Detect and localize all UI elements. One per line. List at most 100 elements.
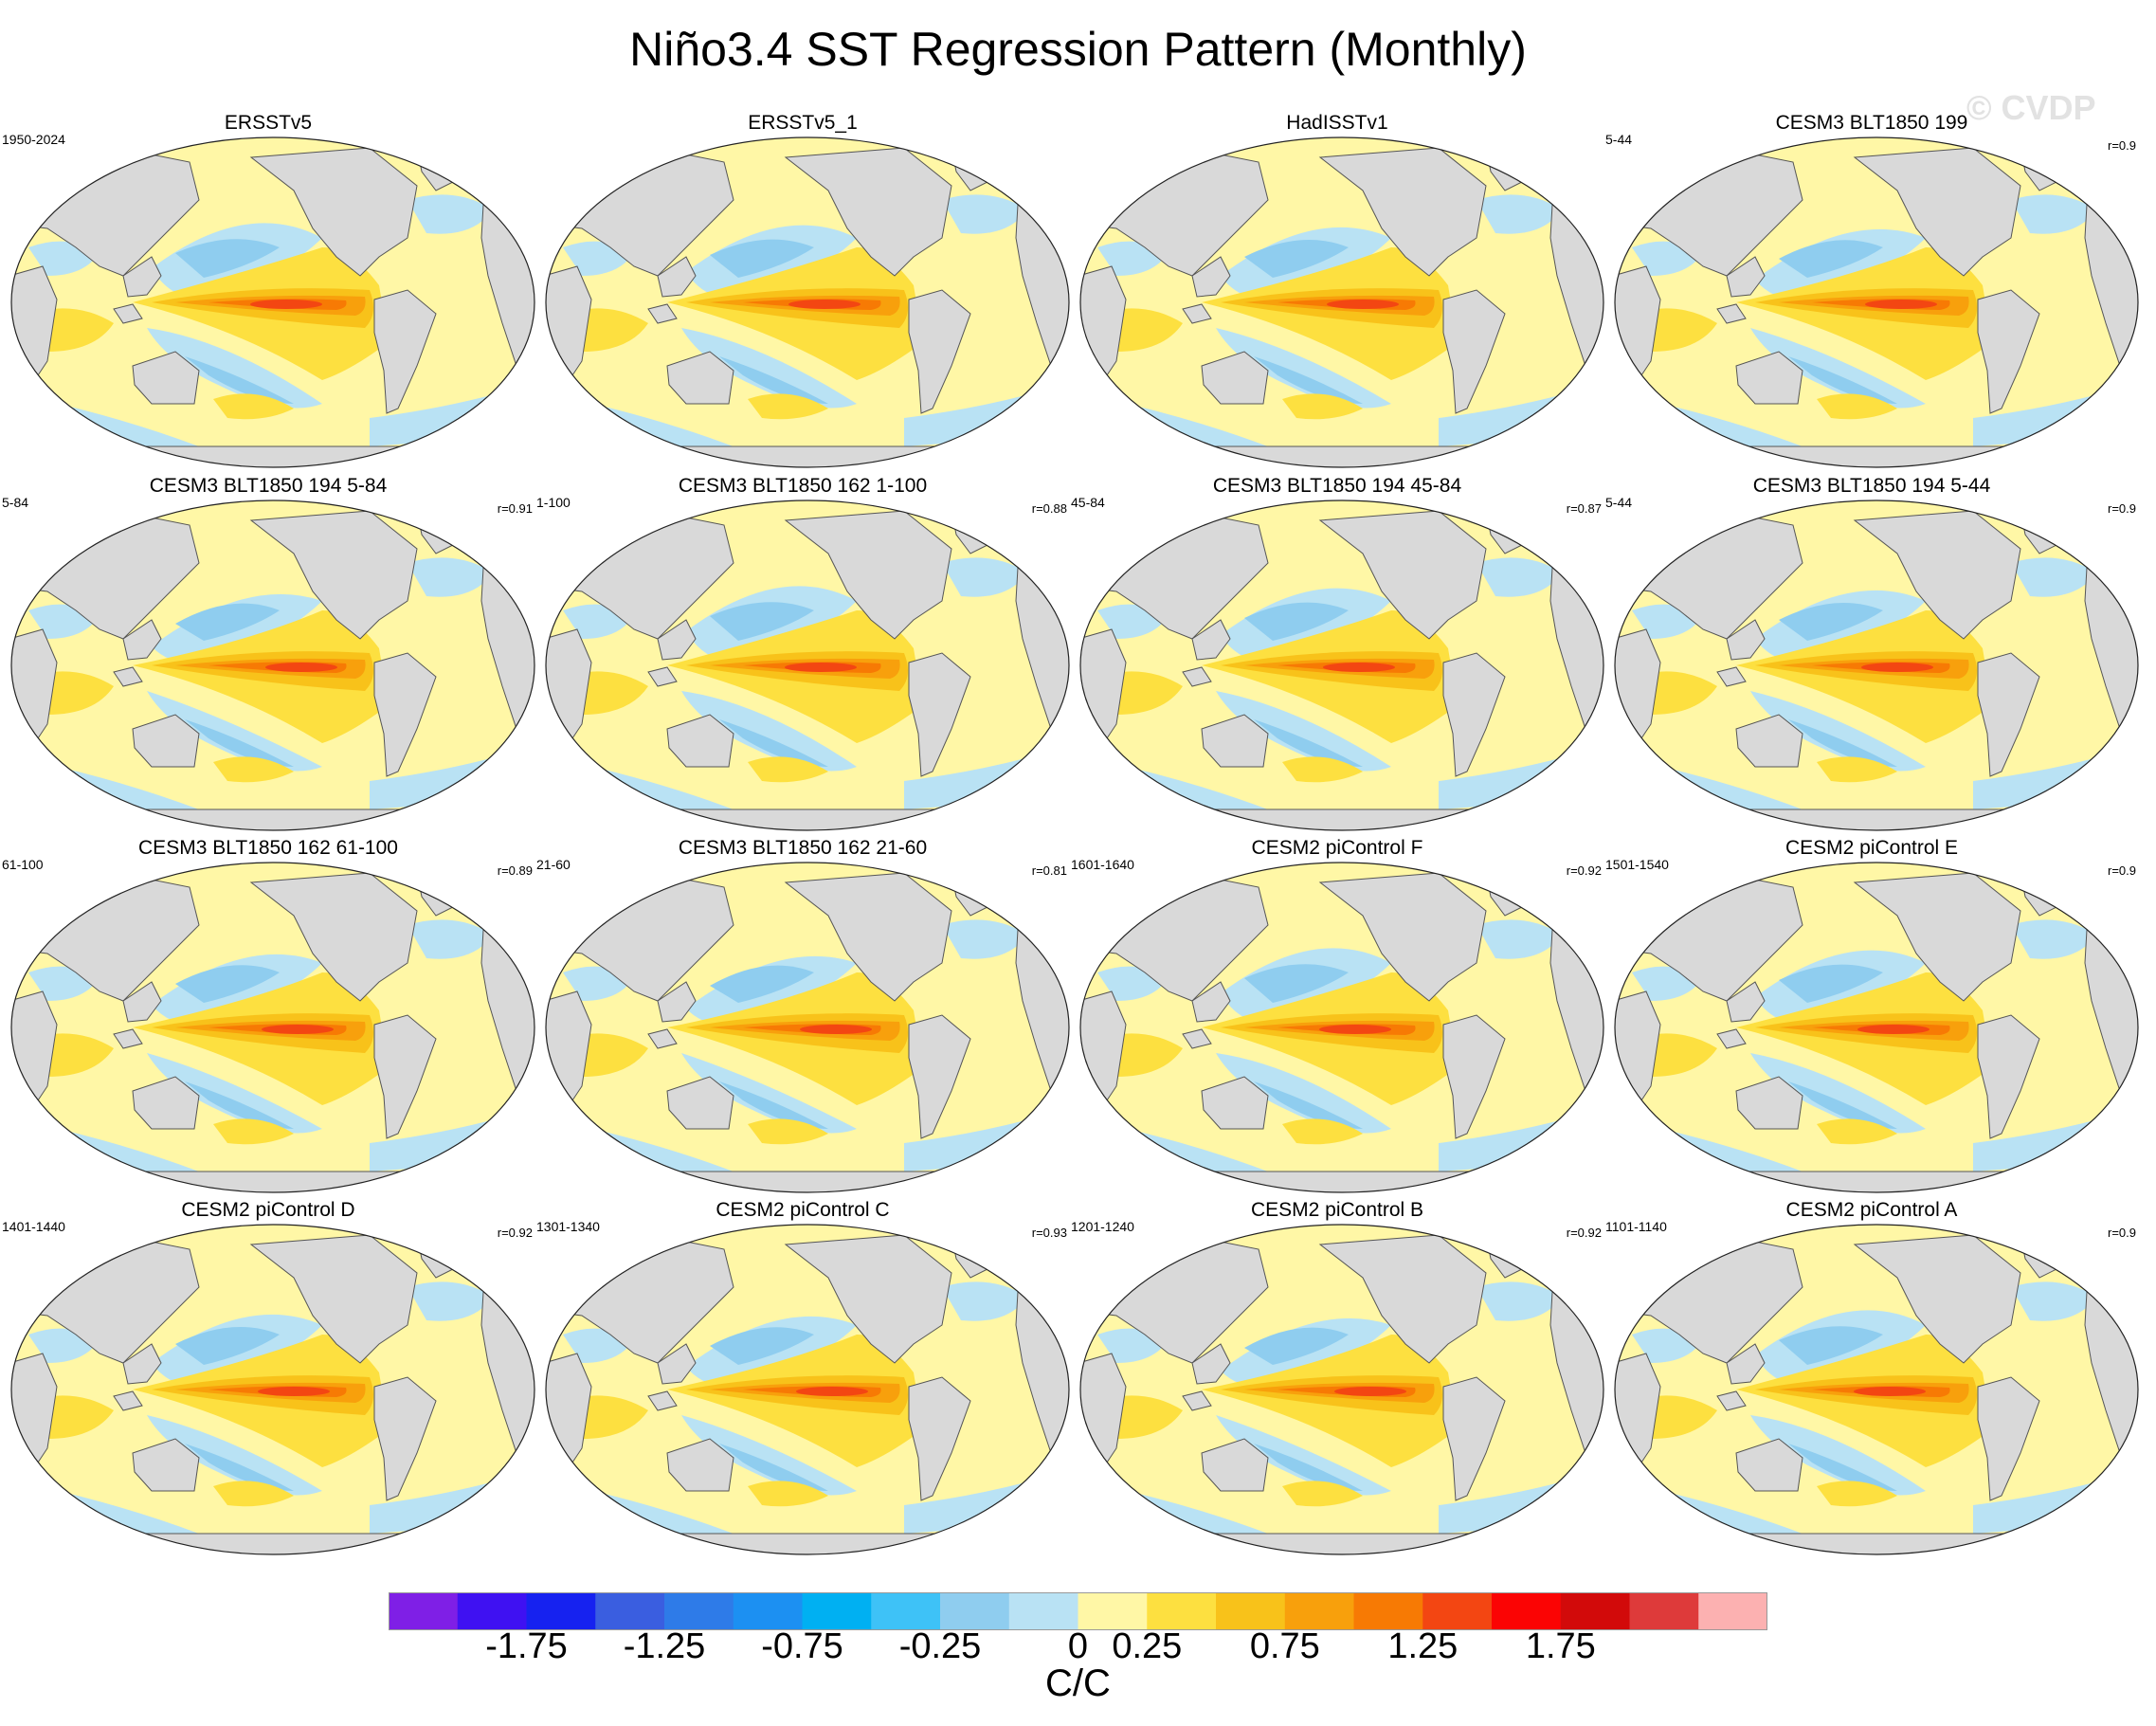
panel-pattern-correlation: r=0.87: [1566, 501, 1602, 516]
maritime-continent-land: [1716, 1028, 1747, 1049]
panel-period: 61-100: [2, 857, 44, 872]
warm-anomaly-core: [800, 1025, 872, 1034]
south-pacific-warm-patch: [213, 393, 294, 420]
north-pacific-cool-core: [175, 603, 280, 641]
panel-title: CESM2 piControl B: [1250, 1199, 1424, 1221]
south-pacific-cool-core: [1254, 356, 1363, 404]
regression-map: [1614, 500, 2139, 831]
north-atlantic-cool-patch: [1477, 919, 1562, 959]
panel-title: CESM3 BLT1850 162 61-100: [138, 837, 398, 859]
south-pacific-warm-patch: [1817, 393, 1897, 420]
south-pacific-warm-patch: [213, 756, 294, 783]
map-outline: [1614, 136, 2139, 468]
north-pacific-cool-core: [1779, 240, 1883, 278]
north-america-land: [1853, 872, 2021, 1002]
map-panel: ERSSTv5 1950-2024: [0, 111, 536, 471]
australia-land: [1201, 1076, 1269, 1130]
north-pacific-cool-core: [175, 965, 280, 1003]
north-america-land: [1318, 147, 1487, 277]
east-asia-land: [122, 619, 162, 661]
south-pacific-cool-core: [1788, 719, 1897, 767]
south-pacific-cool-lobe: [147, 328, 322, 409]
panel-period: 1-100: [536, 495, 571, 510]
maritime-continent-land: [647, 666, 678, 687]
panel-title: CESM2 piControl D: [181, 1199, 355, 1221]
map-outline: [1614, 862, 2139, 1193]
panel-title: HadISSTv1: [1286, 112, 1388, 134]
warm-anomaly-core: [1319, 1025, 1391, 1034]
page-title: Niño3.4 SST Regression Pattern (Monthly): [629, 23, 1527, 76]
regression-map: [545, 500, 1070, 831]
south-pacific-cool-lobe: [1216, 1053, 1391, 1134]
north-pacific-cool-core: [1244, 240, 1349, 278]
north-atlantic-cool-patch: [2011, 557, 2096, 597]
east-asia-land: [122, 981, 162, 1023]
warm-anomaly-core: [1861, 663, 1933, 672]
colorbar-tick-label: -1.25: [623, 1626, 706, 1666]
map-panel: CESM2 piControl B 1201-1240 r=0.92: [1069, 1198, 1605, 1558]
south-pacific-cool-core: [1788, 1444, 1897, 1491]
australia-land: [666, 1438, 734, 1492]
map-outline: [1614, 1224, 2139, 1555]
east-asia-land: [657, 256, 697, 298]
regression-map: [1614, 136, 2139, 468]
south-pacific-warm-patch: [1282, 1481, 1363, 1507]
map-panel: CESM2 piControl E 1501-1540 r=0.9: [1603, 836, 2140, 1196]
north-america-land: [249, 510, 418, 640]
south-pacific-warm-patch: [1817, 756, 1897, 783]
panel-period: 1501-1540: [1605, 857, 1669, 872]
map-outline: [545, 1224, 1070, 1555]
north-pacific-cool-core: [1244, 964, 1349, 1003]
panel-period: 1950-2024: [2, 132, 65, 147]
map-panel: CESM3 BLT1850 194 45-84 45-84 r=0.87: [1069, 474, 1605, 834]
maritime-continent-land: [647, 1390, 678, 1411]
south-pacific-cool-lobe: [681, 1415, 857, 1496]
map-panel: CESM2 piControl D 1401-1440 r=0.92: [0, 1198, 536, 1558]
south-pacific-cool-lobe: [1750, 1415, 1926, 1496]
south-pacific-warm-patch: [748, 393, 828, 420]
north-atlantic-cool-patch: [2011, 919, 2096, 959]
colorbar-tick-label: 1.25: [1387, 1626, 1458, 1666]
australia-land: [1735, 351, 1803, 405]
warm-anomaly-core: [1857, 1025, 1930, 1034]
south-pacific-warm-patch: [1817, 1118, 1897, 1145]
maritime-continent-land: [1182, 666, 1212, 687]
panel-period: 1201-1240: [1071, 1219, 1134, 1234]
map-panel: CESM3 BLT1850 162 61-100 61-100 r=0.89: [0, 836, 536, 1196]
south-pacific-cool-lobe: [1216, 1415, 1391, 1496]
map-panel: ERSSTv5_1: [534, 111, 1071, 471]
south-pacific-cool-core: [719, 719, 828, 767]
maritime-continent-land: [1716, 666, 1747, 687]
map-outline: [10, 136, 535, 468]
east-asia-land: [657, 981, 697, 1023]
colorbar-swatch: [457, 1592, 527, 1630]
north-pacific-cool-core: [1244, 602, 1349, 641]
colorbar-tick-label: -0.25: [898, 1626, 982, 1666]
regression-map: [1079, 500, 1604, 831]
south-pacific-warm-patch: [748, 756, 828, 783]
south-pacific-warm-patch: [748, 1118, 828, 1145]
warm-anomaly-core: [796, 1387, 868, 1396]
south-america-land: [373, 1376, 437, 1501]
south-pacific-cool-lobe: [1750, 1053, 1926, 1134]
map-panel: CESM2 piControl C 1301-1340 r=0.93: [534, 1198, 1071, 1558]
south-pacific-cool-lobe: [681, 691, 857, 772]
regression-map: [545, 136, 1070, 468]
panel-pattern-correlation: r=0.89: [497, 863, 533, 878]
australia-land: [1735, 1076, 1803, 1130]
east-asia-land: [1191, 256, 1231, 298]
warm-anomaly-core: [258, 1387, 330, 1396]
east-asia-land: [1726, 1343, 1766, 1385]
australia-land: [1201, 351, 1269, 405]
map-panel: CESM3 BLT1850 162 21-60 21-60 r=0.81: [534, 836, 1071, 1196]
south-pacific-cool-core: [719, 1444, 828, 1491]
panel-title: CESM3 BLT1850 194 45-84: [1212, 475, 1462, 497]
north-america-land: [784, 510, 952, 640]
colorbar-swatch: [1560, 1592, 1630, 1630]
colorbar: [389, 1592, 1767, 1630]
colorbar-swatch: [1008, 1592, 1078, 1630]
south-pacific-cool-core: [185, 1081, 294, 1129]
colorbar-swatch: [1078, 1592, 1148, 1630]
south-america-land: [908, 289, 971, 414]
south-america-land: [1442, 1376, 1506, 1501]
